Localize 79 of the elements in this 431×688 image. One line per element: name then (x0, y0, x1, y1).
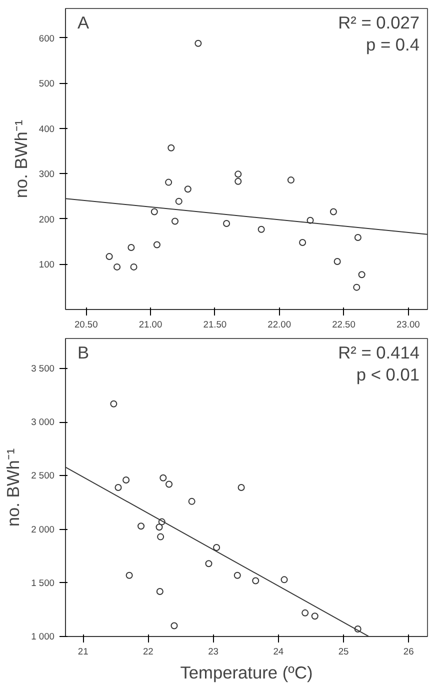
y-tick-label: 2 000 (31, 524, 54, 534)
point (106, 253, 113, 260)
y-tick-label: 1 500 (31, 578, 54, 588)
x-axis-title: Temperature (ºC) (180, 662, 313, 682)
point (334, 258, 341, 266)
point (138, 522, 145, 530)
point (126, 572, 133, 579)
x-tick-label: 23.00 (396, 320, 420, 330)
point (165, 178, 172, 186)
point (156, 524, 163, 531)
point (252, 577, 260, 584)
point (172, 218, 178, 225)
point (213, 544, 220, 552)
annotation: B (78, 342, 90, 362)
annotation: p < 0.01 (356, 364, 420, 384)
point (188, 498, 196, 505)
annotation: R² = 0.414 (338, 342, 420, 362)
point (114, 484, 122, 491)
x-tick-label: 25 (338, 646, 349, 656)
point (299, 239, 306, 246)
y-tick-label: 300 (38, 169, 55, 180)
point (150, 208, 158, 216)
y-tick-label: 100 (38, 260, 55, 270)
y-tick-label: 200 (38, 214, 55, 224)
point (234, 170, 242, 178)
point (122, 476, 130, 484)
point (128, 244, 135, 251)
annotation: R² = 0.027 (338, 12, 420, 32)
point (302, 609, 309, 616)
point (258, 226, 265, 233)
point (280, 576, 288, 584)
x-tick-label: 22.50 (332, 320, 356, 330)
y-axis-title: no. BWh⁻¹ (3, 448, 24, 527)
y-tick-label: 400 (38, 124, 55, 134)
point (306, 216, 314, 224)
y-tick-label: 600 (38, 33, 55, 44)
x-tick-label: 21.50 (203, 320, 227, 330)
point (157, 533, 164, 540)
annotation: p = 0.4 (366, 34, 420, 54)
point (175, 198, 182, 205)
point (354, 234, 362, 242)
point (287, 176, 294, 184)
point (205, 560, 212, 568)
point (166, 480, 173, 488)
point (194, 40, 202, 47)
x-tick-label: 26 (403, 646, 414, 656)
point (358, 271, 366, 278)
point (354, 626, 362, 632)
point (158, 518, 166, 526)
annotation: A (78, 12, 90, 32)
y-tick-label: 500 (38, 78, 55, 89)
point (330, 208, 337, 216)
y-tick-label: 2 500 (31, 470, 54, 481)
x-tick-label: 24 (273, 646, 284, 656)
point (156, 588, 164, 595)
y-tick-label: 3 500 (31, 364, 54, 374)
y-tick-label: 3 000 (31, 417, 54, 428)
point (223, 220, 230, 227)
point (168, 144, 175, 152)
x-tick-label: 23 (208, 646, 218, 656)
point (170, 622, 178, 630)
x-tick-label: 21.00 (138, 320, 162, 330)
x-tick-label: 21 (78, 646, 88, 656)
point (234, 572, 241, 579)
point (184, 186, 192, 193)
point (160, 474, 167, 482)
x-tick-label: 22.00 (268, 320, 292, 330)
point (130, 263, 138, 270)
x-tick-label: 20.50 (74, 320, 98, 330)
point (311, 612, 318, 620)
point (114, 263, 121, 270)
y-tick-label: 1 000 (31, 632, 54, 642)
point (353, 284, 360, 291)
y-axis-title: no. BWh⁻¹ (10, 120, 31, 198)
point (238, 484, 245, 491)
point (153, 241, 160, 248)
x-tick-label: 22 (143, 646, 154, 656)
point (234, 178, 242, 185)
point (110, 400, 118, 408)
